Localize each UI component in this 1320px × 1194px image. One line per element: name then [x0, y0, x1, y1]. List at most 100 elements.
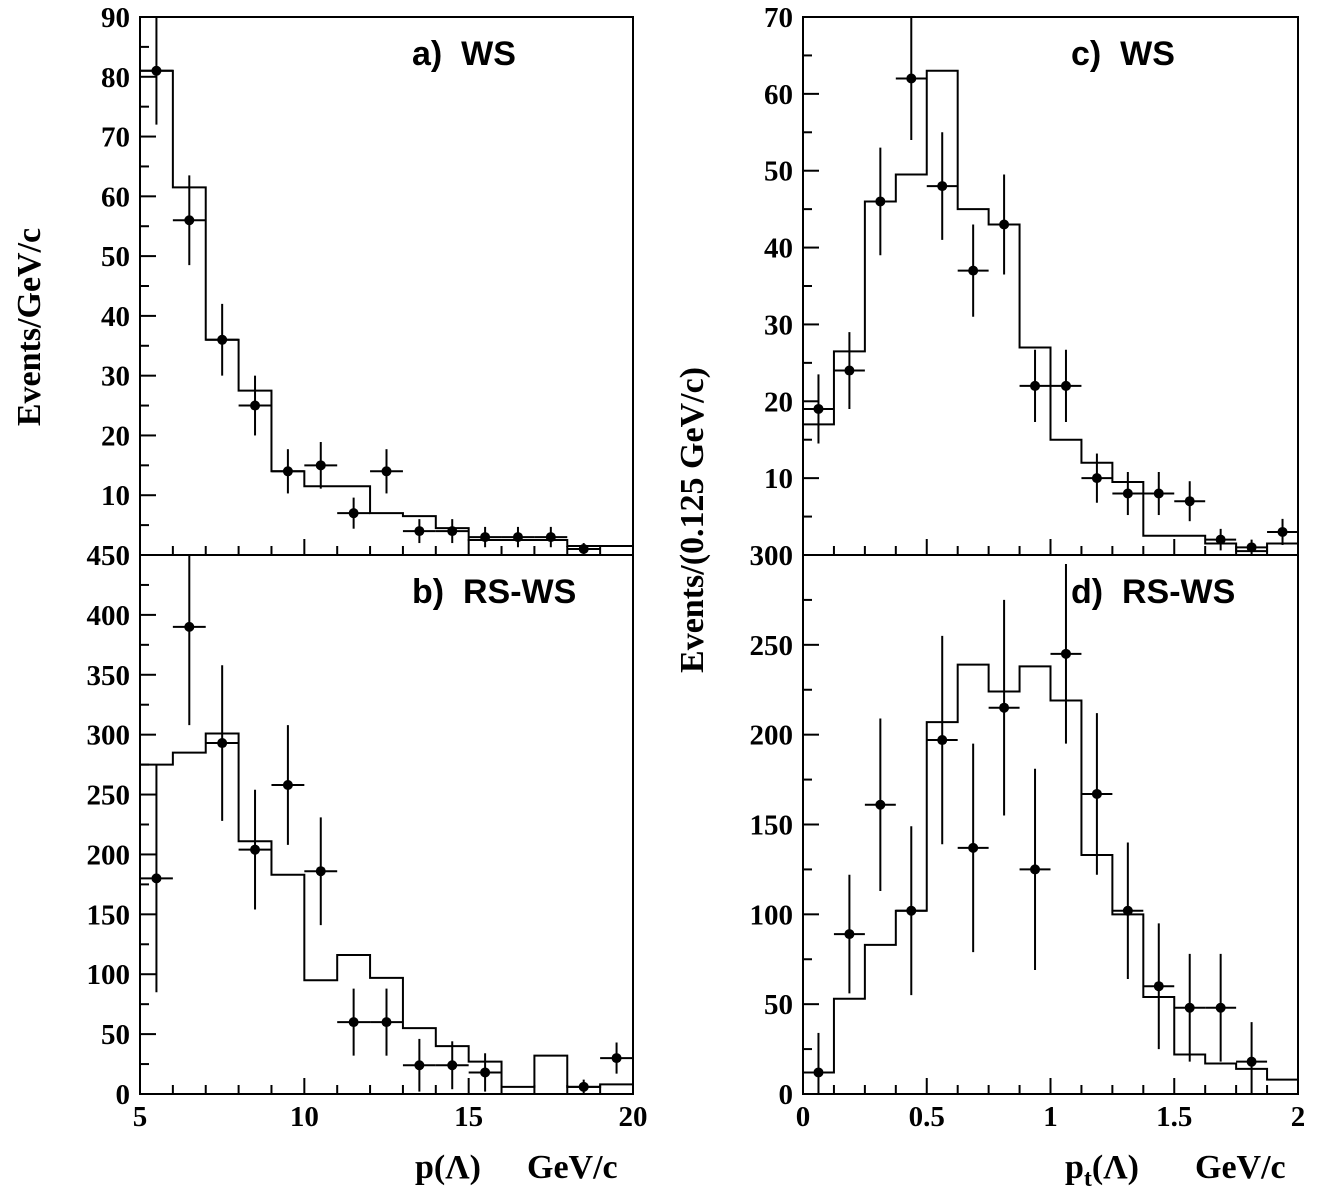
data-point [381, 466, 392, 477]
y-tick-label: 0 [116, 1079, 131, 1111]
y-tick-label: 70 [764, 2, 793, 34]
data-point [1184, 1002, 1195, 1013]
data-point [1060, 380, 1071, 391]
data-point [545, 532, 556, 543]
right-y-axis-title: Events/(0.125 GeV/c) [674, 367, 711, 673]
data-point [447, 526, 458, 537]
data-point [1246, 1056, 1257, 1067]
data-point [1153, 981, 1164, 992]
y-tick-label: 20 [764, 386, 793, 418]
left-x-axis-unit: GeV/c [527, 1149, 618, 1186]
histogram-line [802, 69, 1298, 555]
histogram-line [139, 732, 633, 1094]
data-point [875, 799, 886, 810]
data-point [937, 181, 948, 192]
y-tick-label: 200 [87, 839, 131, 871]
left-y-axis-title: Events/GeV/c [11, 228, 48, 426]
x-tick-label: 10 [290, 1101, 319, 1133]
data-point [480, 532, 491, 543]
panel-b-rsws-momentum: 0 50 100 150 200 250 300 350 400 450 5 10 15 20 b) RS-… [87, 540, 648, 1133]
data-point [348, 508, 359, 519]
data-point [151, 65, 162, 76]
right-x-axis-subscript: t [1084, 1166, 1092, 1192]
y-tick-label: 450 [87, 540, 131, 572]
data-point [1030, 864, 1041, 875]
data-point [184, 215, 195, 226]
data-point [381, 1017, 392, 1028]
data-point [1215, 534, 1226, 545]
data-point [875, 196, 886, 207]
data-point [217, 738, 228, 749]
data-point [1060, 648, 1071, 659]
y-tick-label: 40 [764, 233, 793, 265]
y-tick-label: 50 [101, 241, 130, 273]
y-tick-label: 200 [750, 720, 794, 752]
x-tick-label: 0 [796, 1101, 811, 1133]
data-point [1153, 488, 1164, 499]
data-point [906, 73, 917, 84]
left-x-axis-title: p(Λ) GeV/c [415, 1149, 618, 1186]
panel-a-ws-momentum: 10 20 30 40 50 60 70 80 90 a) WS [101, 2, 634, 556]
data-point [1246, 542, 1257, 553]
panel-label: b) RS-WS [412, 573, 576, 611]
data-point [512, 532, 523, 543]
data-point [813, 1067, 824, 1078]
data-point [844, 365, 855, 376]
y-tick-label: 60 [764, 79, 793, 111]
data-point [282, 779, 293, 790]
y-tick-label: 350 [87, 660, 131, 692]
y-tick-label: 30 [101, 361, 130, 393]
data-point [1184, 496, 1195, 507]
y-tick-label: 50 [764, 156, 793, 188]
y-tick-label: 300 [87, 720, 131, 752]
y-tick-label: 400 [87, 600, 131, 632]
y-tick-label: 300 [750, 540, 794, 572]
data-point [1122, 488, 1133, 499]
y-tick-label: 100 [87, 959, 131, 991]
plot-frame [802, 554, 1299, 1095]
x-tick-label: 15 [454, 1101, 483, 1133]
data-point [250, 400, 261, 411]
data-point [844, 929, 855, 940]
y-tick-label: 30 [764, 309, 793, 341]
panel-label: d) RS-WS [1071, 573, 1235, 611]
panel-c-ws-pt: 10 20 30 40 50 60 70 c) WS [764, 2, 1299, 556]
data-point [1122, 905, 1133, 916]
y-tick-label: 20 [101, 420, 130, 452]
data-point [578, 1081, 589, 1092]
data-point [414, 1060, 425, 1071]
y-tick-label: 0 [779, 1079, 794, 1111]
x-tick-label: 5 [133, 1101, 148, 1133]
data-point [250, 844, 261, 855]
data-point [999, 702, 1010, 713]
x-tick-label: 2 [1291, 1101, 1306, 1133]
right-x-axis-title: pt(Λ) GeV/c [1065, 1149, 1286, 1192]
data-point [968, 265, 979, 276]
y-tick-label: 80 [101, 62, 130, 94]
right-x-axis-paren: (Λ) [1092, 1149, 1139, 1186]
data-point [348, 1017, 359, 1028]
data-point [611, 1053, 622, 1064]
data-point [151, 873, 162, 884]
x-tick-label: 0.5 [909, 1101, 945, 1133]
x-tick-label: 1.5 [1156, 1101, 1192, 1133]
data-point [999, 219, 1010, 230]
panel-label: a) WS [412, 35, 516, 73]
data-point [315, 460, 326, 471]
y-tick-label: 250 [750, 630, 794, 662]
y-tick-label: 40 [101, 301, 130, 333]
y-tick-label: 10 [764, 463, 793, 495]
panel-label: c) WS [1071, 35, 1175, 73]
plot-frame [802, 16, 1299, 556]
data-point [1091, 473, 1102, 484]
y-tick-label: 150 [750, 810, 794, 842]
data-point [447, 1060, 458, 1071]
x-tick-label: 20 [619, 1101, 648, 1133]
data-point [414, 526, 425, 537]
data-point [968, 842, 979, 853]
y-tick-label: 50 [101, 1019, 130, 1051]
data-point [906, 905, 917, 916]
y-tick-label: 90 [101, 2, 130, 34]
y-tick-label: 100 [750, 899, 794, 931]
